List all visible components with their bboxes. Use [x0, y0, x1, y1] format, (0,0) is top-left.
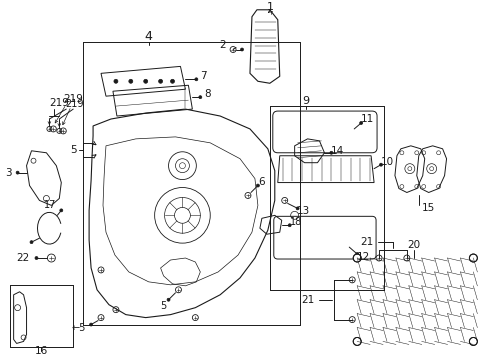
Circle shape: [240, 48, 243, 51]
Circle shape: [35, 257, 38, 260]
Circle shape: [194, 78, 198, 81]
Circle shape: [128, 79, 133, 83]
Text: 3: 3: [5, 168, 12, 177]
Text: 1: 1: [267, 2, 274, 12]
Text: 4: 4: [144, 30, 152, 43]
Text: 10: 10: [380, 157, 393, 167]
Circle shape: [352, 254, 361, 262]
Text: ←5: ←5: [72, 323, 86, 333]
Text: 14: 14: [330, 146, 343, 156]
Circle shape: [143, 79, 147, 83]
Text: 15: 15: [421, 203, 434, 213]
Text: 17: 17: [44, 201, 56, 210]
Circle shape: [287, 224, 290, 227]
Circle shape: [468, 337, 476, 345]
Circle shape: [468, 254, 476, 262]
Circle shape: [89, 323, 92, 326]
Text: 6: 6: [258, 176, 264, 186]
Text: 21: 21: [359, 237, 372, 247]
Text: 219: 219: [63, 94, 83, 104]
Circle shape: [379, 163, 382, 166]
Text: 21: 21: [301, 295, 314, 305]
Text: 2: 2: [219, 40, 225, 50]
Text: 12: 12: [356, 252, 369, 262]
Circle shape: [170, 79, 174, 83]
Circle shape: [296, 207, 299, 210]
Circle shape: [167, 298, 170, 301]
Text: 13: 13: [296, 206, 309, 216]
Circle shape: [16, 171, 19, 174]
Text: 20: 20: [407, 240, 420, 250]
Circle shape: [352, 337, 361, 345]
Text: 7: 7: [200, 71, 206, 81]
Text: 219: 219: [65, 99, 83, 109]
Text: 9: 9: [302, 96, 308, 106]
Text: 16: 16: [35, 346, 48, 356]
Circle shape: [256, 184, 259, 187]
Circle shape: [158, 79, 162, 83]
Text: 219: 219: [49, 98, 69, 108]
Text: 18: 18: [289, 217, 301, 227]
Circle shape: [30, 240, 33, 244]
Text: 11: 11: [360, 114, 373, 124]
Circle shape: [199, 96, 202, 99]
Text: 22: 22: [16, 253, 29, 263]
Circle shape: [60, 209, 62, 212]
Text: 5: 5: [160, 301, 166, 311]
Circle shape: [355, 253, 358, 256]
Circle shape: [114, 79, 118, 83]
Text: 5: 5: [70, 145, 77, 155]
Circle shape: [359, 121, 362, 125]
Circle shape: [329, 151, 332, 154]
Text: 8: 8: [203, 89, 210, 99]
